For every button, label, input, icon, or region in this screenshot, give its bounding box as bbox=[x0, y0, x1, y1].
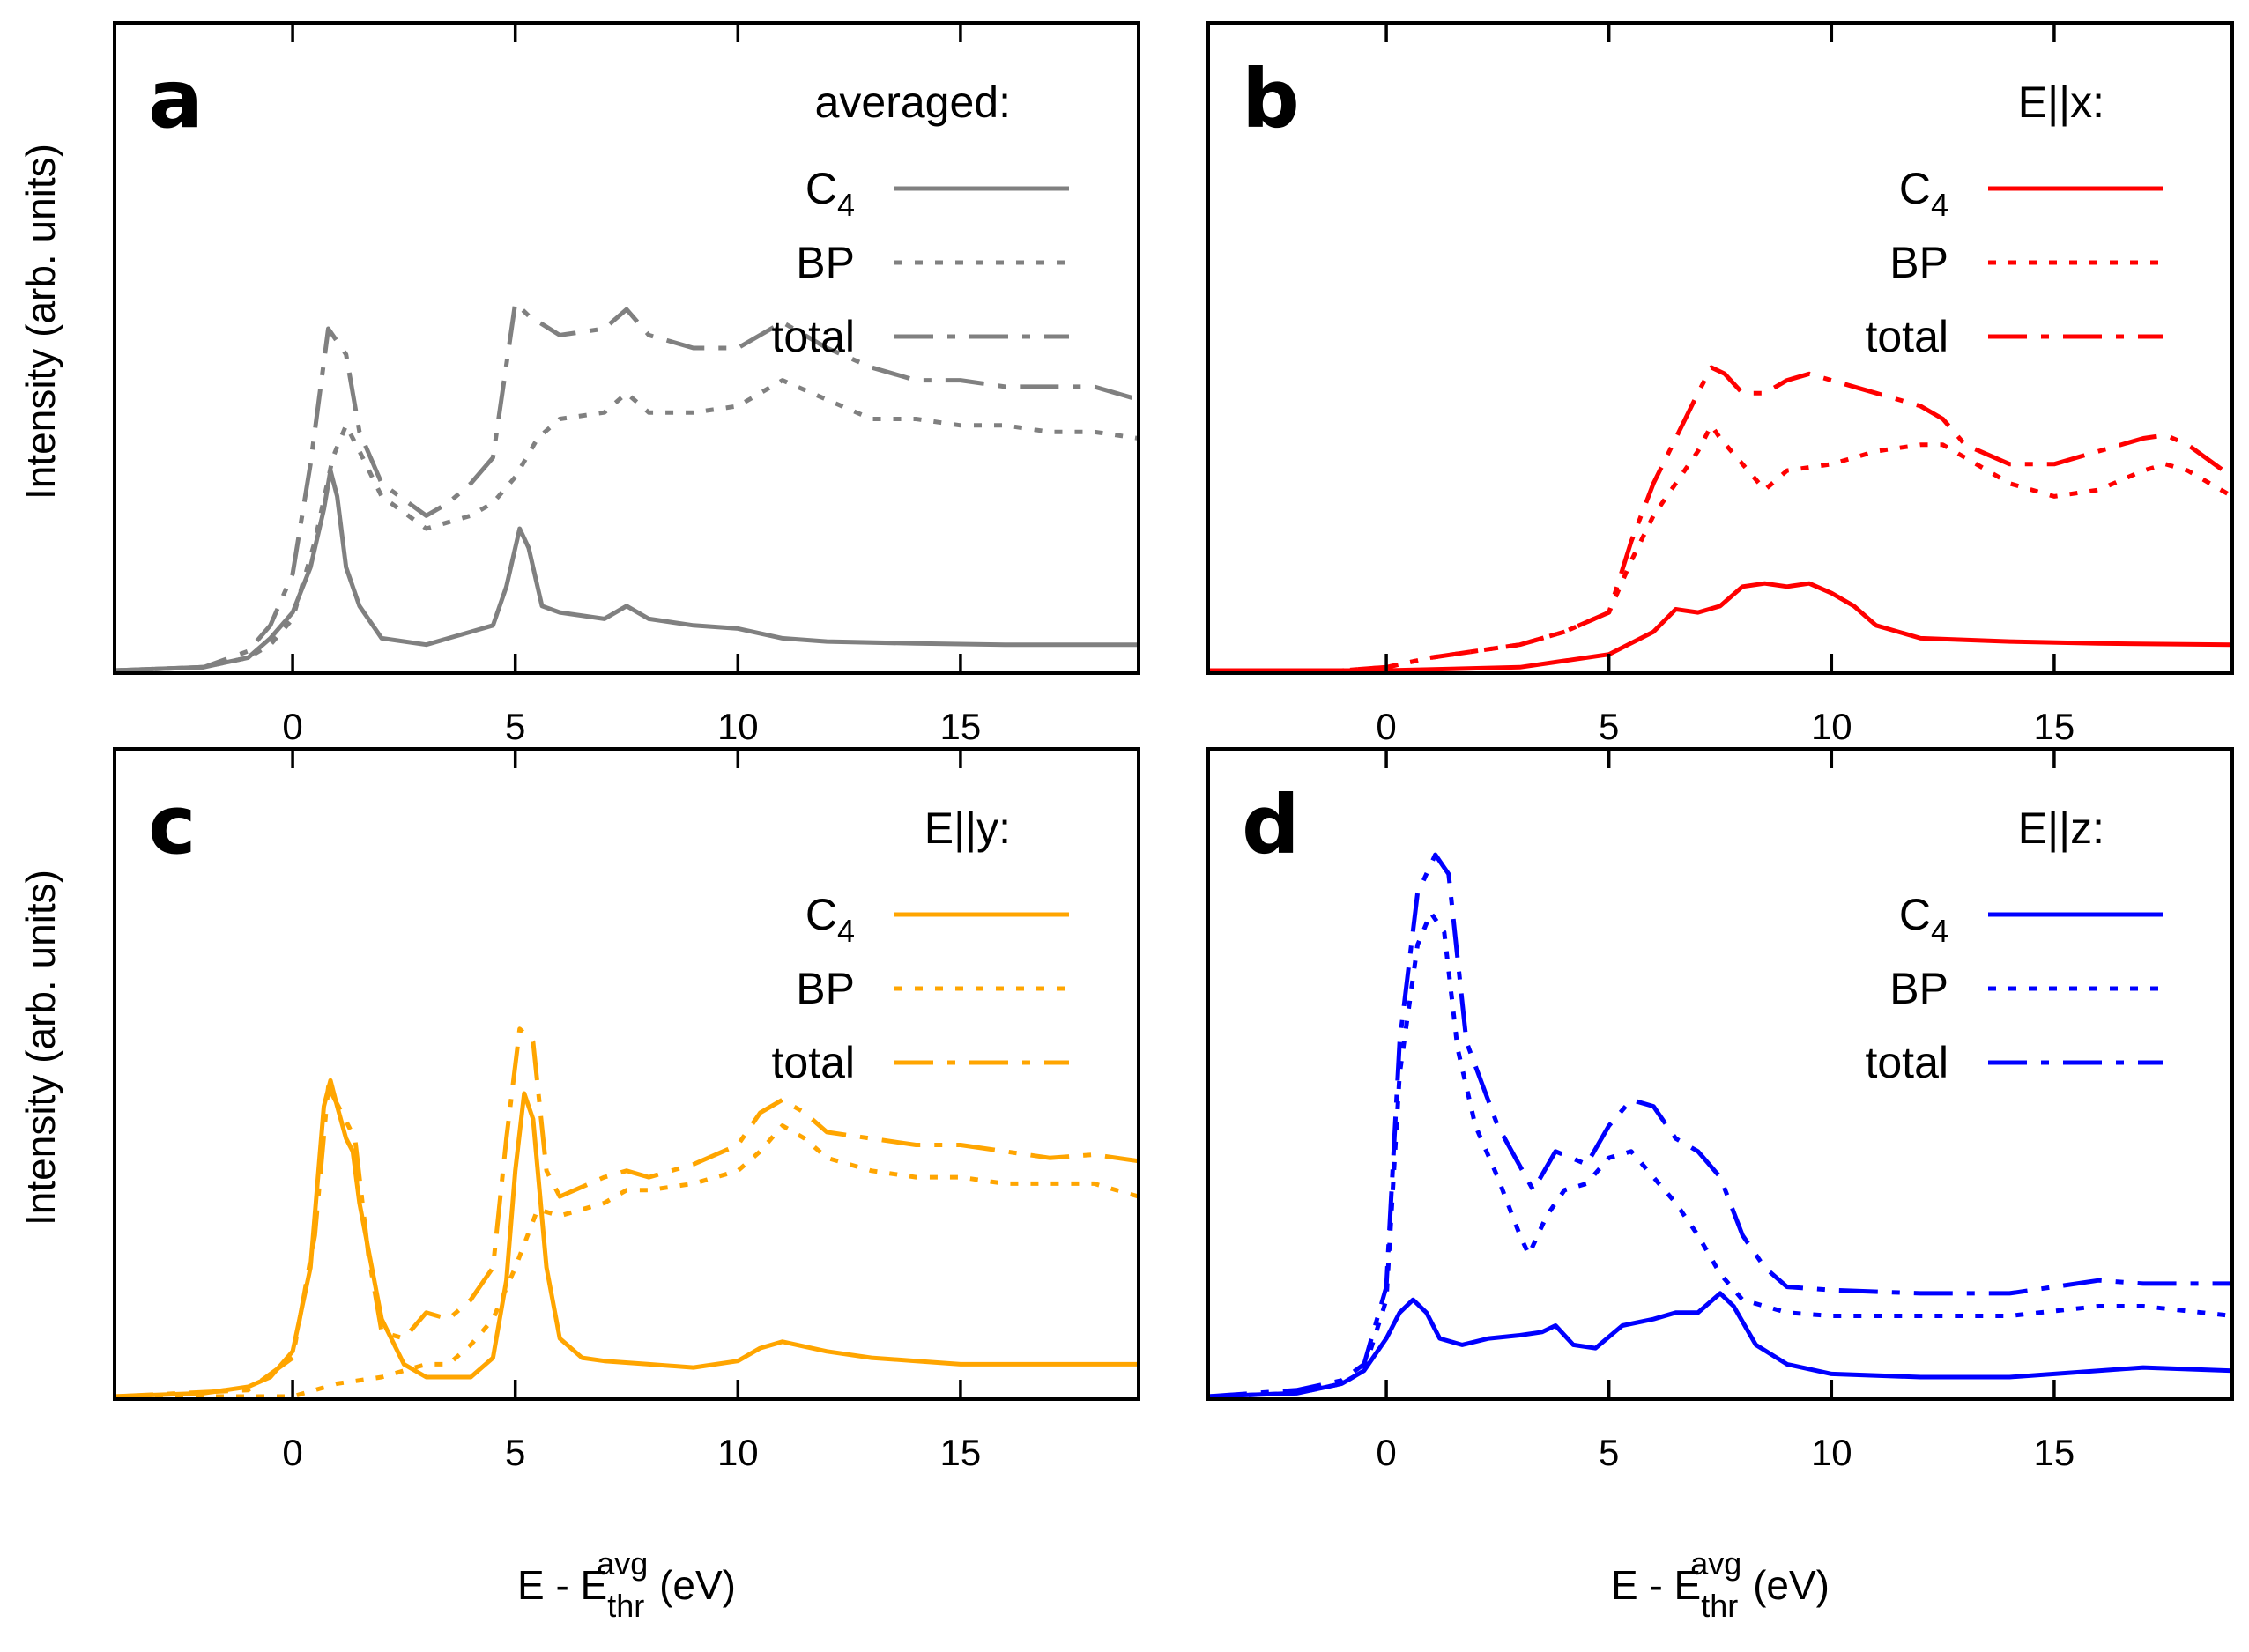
legend-label: total bbox=[771, 312, 855, 361]
legend-label: BP bbox=[1889, 964, 1948, 1013]
panel-letter: b bbox=[1242, 52, 1300, 146]
x-tick-label: 5 bbox=[505, 1432, 525, 1473]
x-tick-label: 0 bbox=[1376, 1432, 1396, 1473]
x-tick-label: 5 bbox=[1599, 706, 1619, 747]
legend-title: E||x: bbox=[2018, 78, 2104, 127]
series-c4-line bbox=[115, 1078, 1139, 1399]
x-tick-label: 15 bbox=[2034, 1432, 2075, 1473]
x-tick-label: 0 bbox=[282, 706, 302, 747]
legend-label: C4 bbox=[805, 164, 855, 223]
x-tick-label: 5 bbox=[505, 706, 525, 747]
legend-label: BP bbox=[1889, 238, 1948, 287]
legend-title: E||y: bbox=[924, 804, 1011, 853]
x-tick-label: 15 bbox=[2034, 706, 2075, 747]
legend-label: total bbox=[771, 1038, 855, 1087]
y-axis-label: Intensity (arb. units) bbox=[18, 870, 63, 1226]
series-total-line bbox=[1208, 852, 2232, 1399]
panel-c: 0 5 10 15 c E||y: C4 BP total Intensity (arb. uni… bbox=[18, 747, 1140, 1624]
series-bp-line bbox=[115, 378, 1139, 673]
plot-frame bbox=[113, 747, 1140, 1401]
x-axis-label: E - Ethravg (eV) bbox=[1611, 1545, 1830, 1624]
x-tick-label: 10 bbox=[717, 1432, 759, 1473]
plot-frame bbox=[113, 21, 1140, 675]
series-c4-line bbox=[1208, 581, 2232, 673]
legend-label: BP bbox=[796, 238, 855, 287]
series-total-line bbox=[1208, 365, 2232, 673]
x-tick-label: 10 bbox=[1811, 706, 1852, 747]
panel-letter: d bbox=[1242, 778, 1300, 872]
legend-label: C4 bbox=[805, 890, 855, 949]
panel-letter: a bbox=[148, 52, 203, 146]
legend-label: C4 bbox=[1899, 890, 1948, 949]
series-c4-line bbox=[115, 468, 1139, 673]
x-tick-label: 10 bbox=[717, 706, 759, 747]
panel-b: 0 5 10 15 b E||x: C4 BP total bbox=[1206, 21, 2234, 747]
series-c4-line bbox=[1208, 1291, 2232, 1399]
series-bp-line bbox=[1208, 423, 2232, 673]
x-tick-label: 15 bbox=[940, 1432, 982, 1473]
series-total-line bbox=[115, 1026, 1139, 1399]
legend-label: C4 bbox=[1899, 164, 1948, 223]
x-tick-label: 0 bbox=[1376, 706, 1396, 747]
y-axis-label: Intensity (arb. units) bbox=[18, 144, 63, 500]
x-tick-label: 10 bbox=[1811, 1432, 1852, 1473]
plot-frame bbox=[1206, 747, 2234, 1401]
plot-frame bbox=[1206, 21, 2234, 675]
legend-title: averaged: bbox=[815, 78, 1011, 127]
panel-d: 0 5 10 15 d E||z: C4 BP total E - Ethravg (eV) bbox=[1206, 747, 2234, 1624]
legend-title: E||z: bbox=[2018, 804, 2104, 853]
panel-letter: c bbox=[148, 778, 197, 872]
panel-a: 0 5 10 15 a averaged: C4 BP total Intensity (arb.… bbox=[18, 21, 1140, 747]
series-bp-line bbox=[115, 1123, 1139, 1399]
legend-label: BP bbox=[796, 964, 855, 1013]
legend-label: total bbox=[1865, 1038, 1948, 1087]
series-bp-line bbox=[1208, 910, 2232, 1399]
x-tick-label: 15 bbox=[940, 706, 982, 747]
x-tick-label: 5 bbox=[1599, 1432, 1619, 1473]
x-tick-label: 0 bbox=[282, 1432, 302, 1473]
legend-label: total bbox=[1865, 312, 1948, 361]
x-axis-label: E - Ethravg (eV) bbox=[517, 1545, 736, 1624]
series-total-line bbox=[115, 300, 1139, 673]
